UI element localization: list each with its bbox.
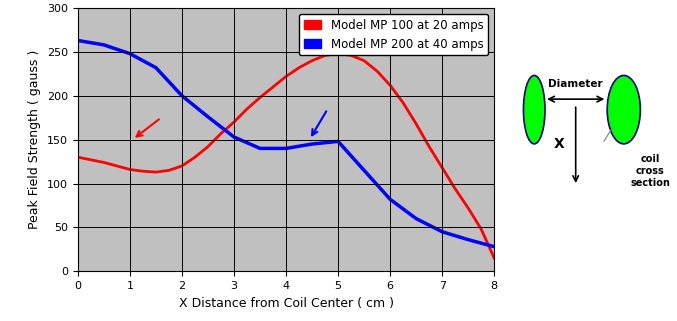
Y-axis label: Peak Field Strength ( gauss ): Peak Field Strength ( gauss ) xyxy=(28,50,41,229)
Legend: Model MP 100 at 20 amps, Model MP 200 at 40 amps: Model MP 100 at 20 amps, Model MP 200 at… xyxy=(299,14,488,55)
Ellipse shape xyxy=(523,75,545,144)
Text: Diameter: Diameter xyxy=(548,79,603,89)
Text: coil
cross
section: coil cross section xyxy=(630,154,670,187)
X-axis label: X Distance from Coil Center ( cm ): X Distance from Coil Center ( cm ) xyxy=(179,297,393,309)
Text: X: X xyxy=(554,137,565,151)
Ellipse shape xyxy=(607,75,640,144)
